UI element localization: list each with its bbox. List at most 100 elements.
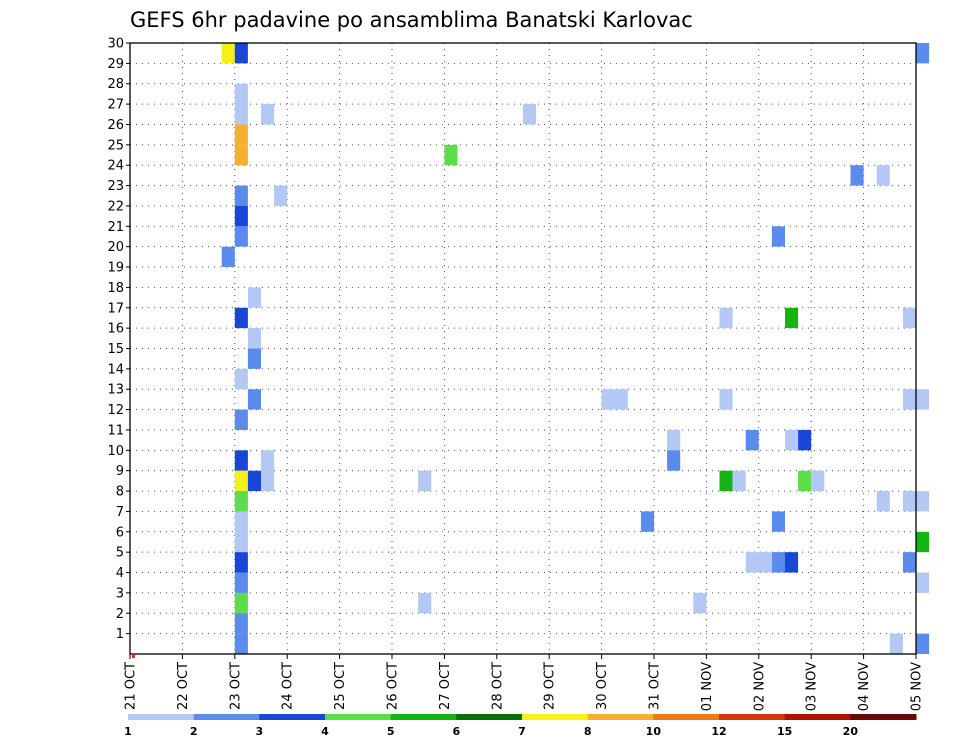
x-tick-label: 29 OCT	[543, 662, 558, 710]
precip-cell	[261, 104, 275, 125]
precip-cell	[916, 43, 930, 64]
origin-mark	[132, 654, 135, 658]
chart-title: GEFS 6hr padavine po ansamblima Banatski…	[130, 8, 693, 32]
precip-cell	[771, 226, 785, 247]
y-tick-label: 8	[116, 485, 124, 500]
precip-cell	[614, 389, 628, 410]
y-tick-label: 16	[107, 322, 124, 337]
precip-cell	[745, 429, 759, 451]
y-axis: 1234567891011121314151617181920212223242…	[107, 37, 130, 642]
x-tick-label: 23 OCT	[228, 662, 243, 710]
precip-cell	[234, 572, 248, 593]
precip-cell	[418, 470, 432, 492]
precip-cell	[234, 491, 248, 512]
legend-label: 15	[777, 725, 792, 738]
x-tick-label: 04 NOV	[857, 662, 872, 711]
precip-cell	[745, 552, 759, 573]
legend-swatch	[653, 714, 720, 720]
x-tick-label: 21 OCT	[124, 662, 139, 710]
y-tick-label: 1	[116, 627, 124, 642]
legend-swatch	[325, 714, 392, 720]
x-tick-label: 03 NOV	[805, 662, 820, 711]
precip-cell	[902, 552, 916, 573]
precip-cell	[811, 470, 825, 492]
y-tick-label: 19	[107, 261, 124, 276]
legend-swatch	[193, 714, 260, 720]
legend-label: 1	[124, 725, 132, 738]
y-tick-label: 25	[107, 138, 124, 153]
x-tick-label: 22 OCT	[176, 662, 191, 710]
y-tick-label: 6	[116, 525, 124, 540]
precip-cell	[732, 470, 746, 492]
y-tick-label: 13	[107, 383, 124, 398]
precip-cell	[234, 226, 248, 247]
precip-cell	[247, 348, 261, 369]
precip-cell	[876, 165, 890, 186]
precip-cell	[234, 511, 248, 532]
y-tick-label: 4	[116, 566, 124, 581]
y-tick-label: 18	[107, 281, 124, 296]
precip-cell	[234, 104, 248, 125]
legend-swatch	[390, 714, 457, 720]
precip-cell	[798, 470, 812, 492]
y-tick-label: 17	[107, 301, 124, 316]
y-tick-label: 21	[107, 220, 124, 235]
precip-cell	[234, 368, 248, 390]
precip-cell	[247, 470, 261, 492]
precip-cell	[418, 592, 432, 614]
precip-cell	[719, 389, 733, 410]
y-tick-label: 20	[107, 240, 124, 255]
precip-cell	[601, 389, 615, 410]
precip-cell	[234, 409, 248, 430]
precip-cell	[902, 307, 916, 329]
x-tick-label: 05 NOV	[910, 662, 925, 711]
legend-swatch	[456, 714, 523, 720]
precip-cell	[234, 552, 248, 573]
precip-cell	[234, 633, 248, 654]
x-axis: 21 OCT 22 OCT 23 OCT 24 OCT 25 OCT 26 OCT 27 O…	[124, 654, 925, 711]
precip-cells	[221, 43, 930, 654]
precip-cell	[234, 205, 248, 227]
precip-cell	[234, 144, 248, 166]
legend-label: 10	[646, 725, 662, 738]
precip-cell	[247, 287, 261, 308]
y-tick-label: 3	[116, 586, 124, 601]
x-tick-label: 31 OCT	[648, 662, 663, 710]
legend-label: 8	[584, 725, 592, 738]
y-tick-label: 26	[107, 118, 124, 133]
precip-cell	[798, 429, 812, 451]
precip-cell	[693, 592, 707, 614]
precip-cell	[234, 83, 248, 105]
precip-cell	[234, 124, 248, 145]
x-tick-label: 28 OCT	[490, 662, 505, 710]
precip-cell	[261, 470, 275, 492]
precip-cell	[850, 165, 864, 186]
precip-cell	[667, 450, 681, 471]
y-tick-label: 29	[107, 57, 124, 72]
precip-cell	[785, 429, 799, 451]
precip-cell	[234, 592, 248, 614]
precip-cell	[234, 185, 248, 206]
legend-swatch	[259, 714, 326, 720]
precip-cell	[444, 144, 458, 166]
legend-label: 6	[453, 725, 461, 738]
legend-swatch	[719, 714, 786, 720]
legend-swatch	[522, 714, 589, 720]
y-tick-label: 15	[107, 342, 124, 357]
legend-label: 20	[843, 725, 859, 738]
y-tick-label: 30	[107, 37, 124, 52]
x-tick-label: 30 OCT	[595, 662, 610, 710]
precip-cell	[274, 185, 288, 206]
y-tick-label: 7	[116, 505, 124, 520]
precip-cell	[523, 104, 537, 125]
legend-label: 3	[256, 725, 264, 738]
precip-cell	[916, 531, 930, 553]
precip-cell	[261, 450, 275, 471]
y-tick-label: 5	[116, 546, 124, 561]
x-tick-label: 01 NOV	[700, 662, 715, 711]
precip-cell	[771, 552, 785, 573]
color-legend: 1 2 3 4 5 6 7 8 10 12 15 20	[124, 714, 917, 738]
precip-cell	[247, 389, 261, 410]
legend-swatch	[128, 714, 195, 720]
